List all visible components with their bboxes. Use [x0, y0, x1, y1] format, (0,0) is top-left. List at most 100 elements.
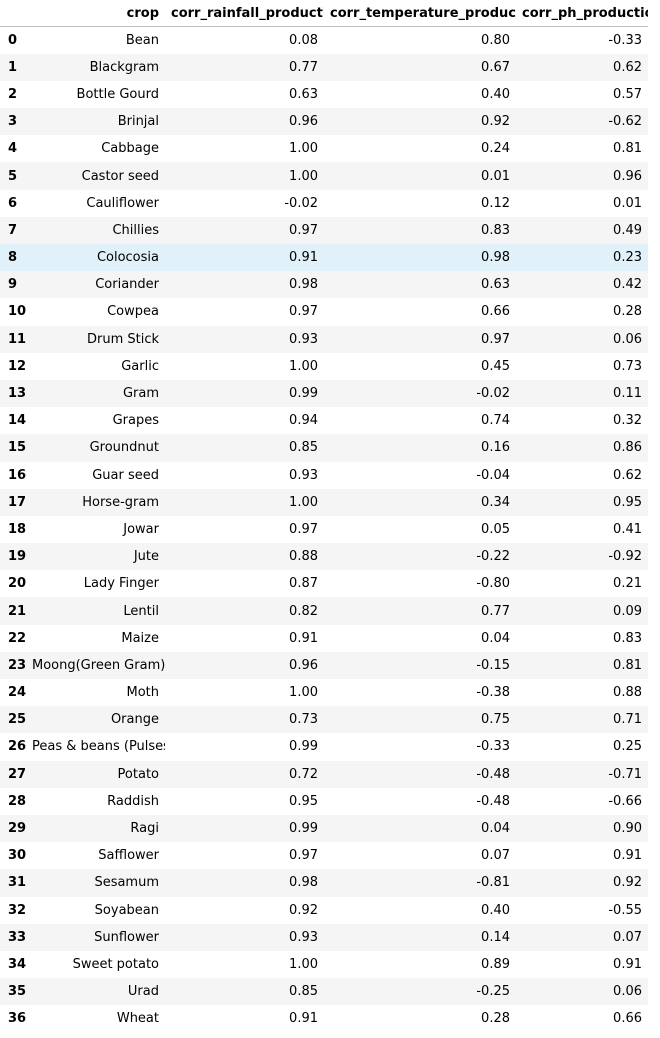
cell-corr-rainfall-production: 0.97 [289, 222, 318, 238]
cell-corr-rainfall-production: 0.77 [289, 59, 318, 75]
cell-corr-ph-production: 0.92 [613, 875, 642, 891]
cell-corr-temperature-production: -0.38 [476, 685, 510, 701]
cell-corr-temperature-production: -0.80 [476, 576, 510, 592]
cell-corr-ph-production: 0.28 [613, 304, 642, 320]
cell-corr-ph-production: 0.81 [613, 657, 642, 673]
cell-corr-temperature-production: 0.12 [481, 195, 510, 211]
cell-corr-temperature-production: -0.48 [476, 793, 510, 809]
cell-corr-ph-production: 0.96 [613, 168, 642, 184]
table-row: 1 Blackgram 0.77 0.67 0.62 [0, 53, 648, 81]
cell-corr-rainfall-production: 0.97 [289, 521, 318, 537]
cell-crop: Cauliflower [86, 195, 159, 211]
cell-corr-temperature-production: 0.98 [481, 250, 510, 266]
cell-crop: Moong(Green Gram) [32, 657, 165, 673]
cell-corr-ph-production: 0.95 [613, 494, 642, 510]
cell-crop: Drum Stick [86, 331, 159, 347]
cell-corr-rainfall-production: 0.93 [289, 929, 318, 945]
cell-corr-ph-production: 0.91 [613, 848, 642, 864]
row-index: 14 [8, 413, 26, 429]
cell-crop: Ragi [130, 821, 159, 837]
row-index: 17 [8, 494, 26, 510]
cell-corr-ph-production: 0.83 [613, 630, 642, 646]
cell-crop: Sesamum [94, 875, 159, 891]
table-row: 29 Ragi 0.99 0.04 0.90 [0, 814, 648, 843]
row-index: 27 [8, 766, 26, 782]
cell-corr-temperature-production: 0.40 [481, 902, 510, 918]
cell-corr-ph-production: 0.66 [613, 1011, 642, 1027]
row-index: 19 [8, 549, 26, 565]
cell-corr-temperature-production: -0.81 [476, 875, 510, 891]
table-row: 32 Soyabean 0.92 0.40 -0.55 [0, 896, 648, 924]
cell-corr-temperature-production: 0.16 [481, 440, 510, 456]
table-row: 7 Chillies 0.97 0.83 0.49 [0, 216, 648, 244]
table-row: 26 Peas & beans (Pulses) 0.99 -0.33 0.25 [0, 733, 648, 761]
cell-corr-ph-production: -0.55 [608, 902, 642, 918]
table-row: 11 Drum Stick 0.93 0.97 0.06 [0, 325, 648, 353]
row-index: 30 [8, 848, 26, 864]
cell-corr-ph-production: 0.21 [613, 576, 642, 592]
table-row: 14 Grapes 0.94 0.74 0.32 [0, 407, 648, 435]
cell-crop: Groundnut [89, 440, 159, 456]
table-row: 5 Castor seed 1.00 0.01 0.96 [0, 162, 648, 190]
column-header-corr-rainfall-production: corr_rainfall_production [165, 0, 324, 27]
cell-corr-temperature-production: -0.15 [476, 657, 510, 673]
table-row: 9 Coriander 0.98 0.63 0.42 [0, 271, 648, 299]
cell-corr-rainfall-production: 0.96 [289, 114, 318, 130]
cell-crop: Bean [125, 32, 159, 48]
row-index: 25 [8, 712, 26, 728]
cell-crop: Bottle Gourd [76, 86, 159, 102]
table-row: 31 Sesamum 0.98 -0.81 0.92 [0, 869, 648, 897]
table-row: 12 Garlic 1.00 0.45 0.73 [0, 352, 648, 380]
table-header: crop corr_rainfall_production corr_tempe… [0, 0, 648, 27]
cell-corr-ph-production: 0.06 [613, 984, 642, 1000]
cell-corr-rainfall-production: 0.72 [289, 766, 318, 782]
row-index: 8 [8, 250, 18, 266]
cell-corr-rainfall-production: 1.00 [289, 685, 318, 701]
table-row: 33 Sunflower 0.93 0.14 0.07 [0, 923, 648, 951]
cell-corr-rainfall-production: 0.91 [289, 1011, 318, 1027]
cell-corr-rainfall-production: 0.91 [289, 630, 318, 646]
cell-corr-rainfall-production: 1.00 [289, 358, 318, 374]
cell-corr-rainfall-production: 0.82 [289, 603, 318, 619]
row-index: 34 [8, 956, 26, 972]
row-index: 1 [8, 59, 18, 75]
row-index: 32 [8, 902, 26, 918]
cell-corr-ph-production: 0.32 [613, 413, 642, 429]
table-row: 27 Potato 0.72 -0.48 -0.71 [0, 760, 648, 788]
row-index: 28 [8, 793, 26, 809]
cell-corr-temperature-production: 0.67 [481, 59, 510, 75]
column-header-corr-ph-production: corr_ph_production [516, 0, 648, 27]
table-row: 34 Sweet potato 1.00 0.89 0.91 [0, 950, 648, 979]
cell-corr-rainfall-production: 0.98 [289, 277, 318, 293]
row-index: 4 [8, 141, 18, 157]
table-row: 17 Horse-gram 1.00 0.34 0.95 [0, 488, 648, 516]
cell-crop: Safflower [98, 848, 159, 864]
cell-corr-temperature-production: -0.02 [476, 386, 510, 402]
cell-crop: Chillies [112, 222, 159, 238]
cell-corr-temperature-production: -0.04 [476, 467, 510, 483]
cell-corr-temperature-production: 0.66 [481, 304, 510, 320]
row-index: 15 [8, 440, 26, 456]
cell-crop: Urad [127, 984, 159, 1000]
row-index: 33 [8, 929, 26, 945]
cell-corr-ph-production: 0.81 [613, 141, 642, 157]
cell-corr-rainfall-production: 0.96 [289, 657, 318, 673]
cell-crop: Garlic [121, 358, 159, 374]
cell-corr-rainfall-production: -0.02 [284, 195, 318, 211]
cell-corr-ph-production: -0.66 [608, 793, 642, 809]
cell-corr-temperature-production: 0.28 [481, 1011, 510, 1027]
cell-corr-temperature-production: -0.48 [476, 766, 510, 782]
cell-crop: Jowar [123, 521, 159, 537]
table-row: 16 Guar seed 0.93 -0.04 0.62 [0, 461, 648, 489]
table-row: 21 Lentil 0.82 0.77 0.09 [0, 597, 648, 625]
cell-corr-ph-production: 0.88 [613, 685, 642, 701]
cell-corr-ph-production: 0.49 [613, 222, 642, 238]
cell-corr-temperature-production: 0.80 [481, 32, 510, 48]
cell-crop: Brinjal [117, 114, 159, 130]
table-row: 35 Urad 0.85 -0.25 0.06 [0, 978, 648, 1006]
cell-corr-ph-production: 0.09 [613, 603, 642, 619]
cell-corr-rainfall-production: 0.85 [289, 984, 318, 1000]
row-index: 0 [8, 32, 18, 48]
cell-corr-temperature-production: 0.92 [481, 114, 510, 130]
cell-corr-ph-production: 0.71 [613, 712, 642, 728]
